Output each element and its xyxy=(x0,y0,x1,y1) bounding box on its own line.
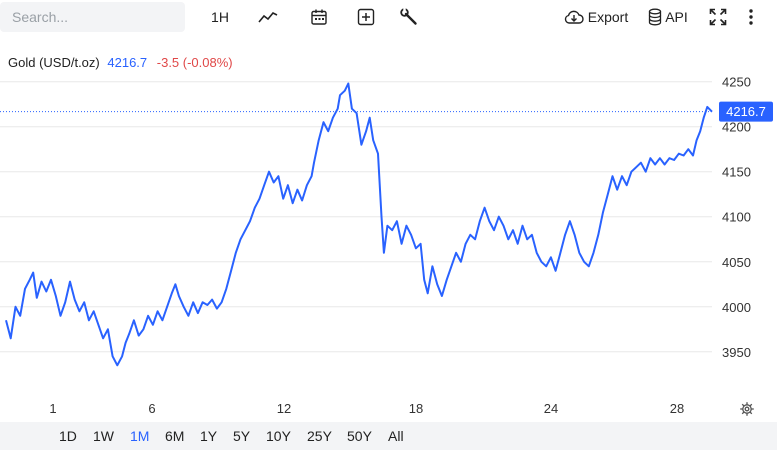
range-50y[interactable]: 50Y xyxy=(347,428,372,444)
interval-button[interactable]: 1H xyxy=(203,4,237,30)
x-axis-labels: 1 6 12 18 24 28 xyxy=(49,401,684,416)
api-label: API xyxy=(665,9,688,25)
y-tick-label: 4200 xyxy=(722,120,751,135)
add-indicator-button[interactable] xyxy=(352,4,380,30)
api-button[interactable]: API xyxy=(645,4,691,30)
interval-label: 1H xyxy=(211,9,229,25)
x-tick-label: 28 xyxy=(670,401,684,416)
y-tick-label: 4150 xyxy=(722,165,751,180)
more-options-button[interactable] xyxy=(742,4,760,30)
range-5y[interactable]: 5Y xyxy=(233,428,251,444)
price-series-line xyxy=(5,82,713,367)
range-all[interactable]: All xyxy=(388,428,404,444)
chart-type-button[interactable] xyxy=(254,4,282,30)
x-tick-label: 12 xyxy=(277,401,291,416)
fullscreen-icon xyxy=(709,8,727,26)
x-tick-label: 1 xyxy=(49,401,56,416)
range-1w[interactable]: 1W xyxy=(93,428,114,444)
y-tick-label: 4250 xyxy=(722,75,751,90)
y-axis-labels: 3950 4000 4050 4100 4150 4200 4250 xyxy=(722,75,751,360)
instrument-name: Gold (USD/t.oz) xyxy=(8,55,100,70)
x-tick-label: 18 xyxy=(409,401,423,416)
last-price-label: 4216.7 xyxy=(726,104,766,119)
range-1y[interactable]: 1Y xyxy=(200,428,218,444)
range-1d[interactable]: 1D xyxy=(59,428,77,444)
plus-square-icon xyxy=(357,8,375,26)
calendar-icon xyxy=(311,9,327,25)
grid-lines xyxy=(0,81,712,353)
range-25y[interactable]: 25Y xyxy=(307,428,332,444)
search-input[interactable] xyxy=(0,2,185,32)
y-tick-label: 3950 xyxy=(722,345,751,360)
range-selector: 1D 1W 1M 6M 1Y 5Y 10Y 25Y 50Y All xyxy=(0,422,777,450)
chart-settings-button[interactable] xyxy=(740,402,754,416)
date-range-button[interactable] xyxy=(305,4,333,30)
last-price-tag: 4216.7 xyxy=(719,101,773,122)
chart-toolbar: 1H xyxy=(0,0,777,36)
more-vertical-icon xyxy=(749,9,753,25)
x-tick-label: 6 xyxy=(148,401,155,416)
price-change: -3.5 (-0.08%) xyxy=(156,55,233,70)
database-icon xyxy=(649,8,662,26)
export-button[interactable]: Export xyxy=(562,4,630,30)
chart-legend: Gold (USD/t.oz) 4216.7 -3.5 (-0.08%) xyxy=(8,55,233,70)
current-price: 4216.7 xyxy=(107,55,148,70)
export-label: Export xyxy=(587,9,629,25)
fullscreen-button[interactable] xyxy=(705,4,731,30)
y-tick-label: 4050 xyxy=(722,255,751,270)
range-10y[interactable]: 10Y xyxy=(266,428,291,444)
y-tick-label: 4000 xyxy=(722,300,751,315)
cloud-download-icon xyxy=(564,10,584,24)
range-1m[interactable]: 1M xyxy=(130,428,150,444)
gear-icon xyxy=(740,402,754,416)
wrench-icon xyxy=(400,8,417,25)
x-tick-label: 24 xyxy=(544,401,558,416)
line-chart-icon xyxy=(258,12,278,23)
tools-button[interactable] xyxy=(395,4,423,30)
range-6m[interactable]: 6M xyxy=(165,428,185,444)
y-tick-label: 4100 xyxy=(722,210,751,225)
